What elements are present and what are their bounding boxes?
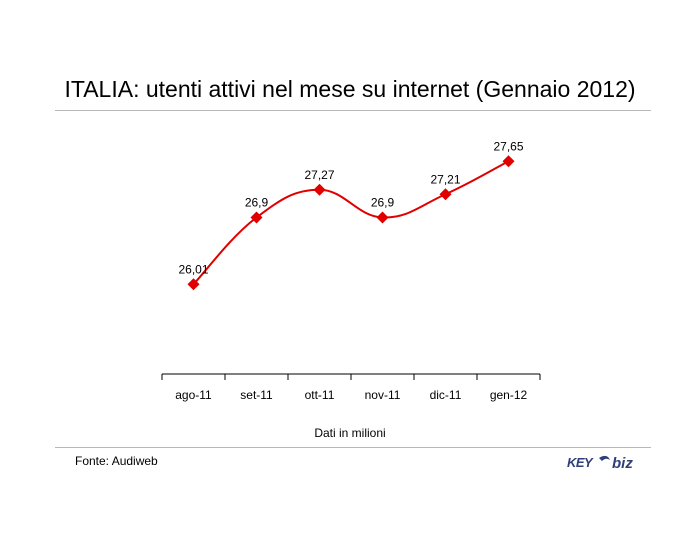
data-label: 26,9 [245,196,269,210]
data-label: 27,27 [304,168,334,182]
series-line [192,160,509,285]
x-tick-label: ott-11 [305,388,335,402]
x-axis [161,373,541,380]
data-labels: 26,01 26,9 27,27 26,9 27,21 27,65 [178,139,523,276]
x-tick-label: ago-11 [175,388,212,402]
source-note: Fonte: Audiweb [75,454,158,468]
x-tick-label: nov-11 [365,388,401,402]
logo-swoosh-icon [599,455,610,461]
series-markers [187,155,515,291]
x-tick-label: dic-11 [430,388,462,402]
footer-divider [55,447,651,448]
data-label: 27,65 [493,139,523,153]
data-point-marker [376,211,389,224]
data-label: 26,9 [371,196,395,210]
data-label: 26,01 [178,262,208,276]
data-point-marker [313,183,326,196]
brand-logo: KEY biz [567,455,633,472]
data-point-marker [187,278,200,291]
logo-text-key: KEY [567,455,594,470]
series-line-path [192,160,509,285]
x-tick-label: gen-12 [490,388,528,402]
data-label: 27,21 [430,172,460,186]
unit-note: Dati in milioni [314,426,386,440]
data-point-marker [439,188,452,201]
chart-title: ITALIA: utenti attivi nel mese su intern… [64,76,636,102]
data-point-marker [250,211,263,224]
title-divider [55,110,651,111]
x-tick-labels: ago-11 set-11 ott-11 nov-11 dic-11 gen-12 [175,388,527,402]
x-tick-label: set-11 [240,388,273,402]
data-point-marker [502,155,515,168]
logo-text-biz: biz [612,455,633,472]
